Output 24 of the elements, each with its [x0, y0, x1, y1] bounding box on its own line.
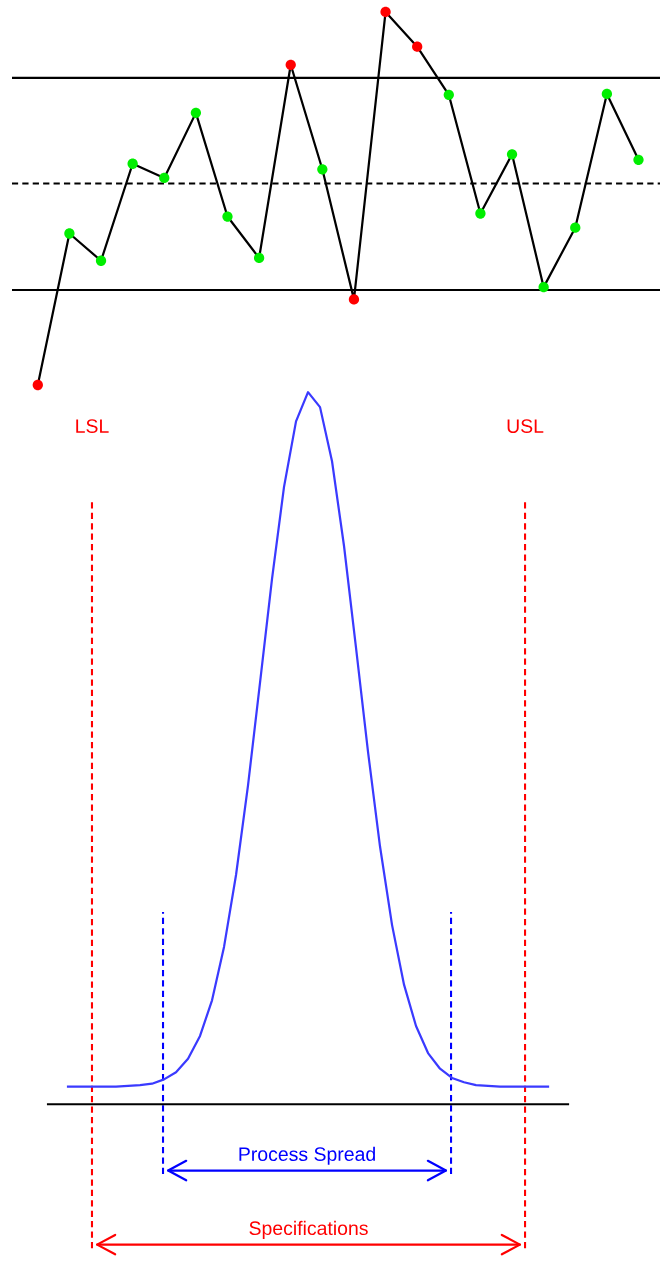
- point: [127, 158, 138, 169]
- point: [538, 282, 549, 293]
- point: [633, 154, 644, 165]
- text: Process Spread: [239, 1146, 375, 1165]
- point: [601, 88, 613, 100]
- point: [32, 379, 43, 391]
- point: [570, 222, 581, 233]
- point: [159, 172, 170, 184]
- point: [348, 294, 360, 305]
- point: [412, 41, 423, 52]
- point: [285, 59, 296, 70]
- point: [443, 89, 454, 100]
- point: [506, 149, 518, 160]
- point: [380, 6, 391, 18]
- annotation: LSL: [76, 419, 109, 433]
- point: [222, 211, 233, 222]
- point: [475, 208, 486, 219]
- point: [190, 107, 202, 119]
- point: [317, 164, 328, 175]
- point: [64, 228, 75, 239]
- point: [95, 255, 107, 266]
- point: [253, 252, 265, 264]
- text: Specifications: [249, 1220, 368, 1239]
- annotation: USL: [507, 419, 544, 433]
